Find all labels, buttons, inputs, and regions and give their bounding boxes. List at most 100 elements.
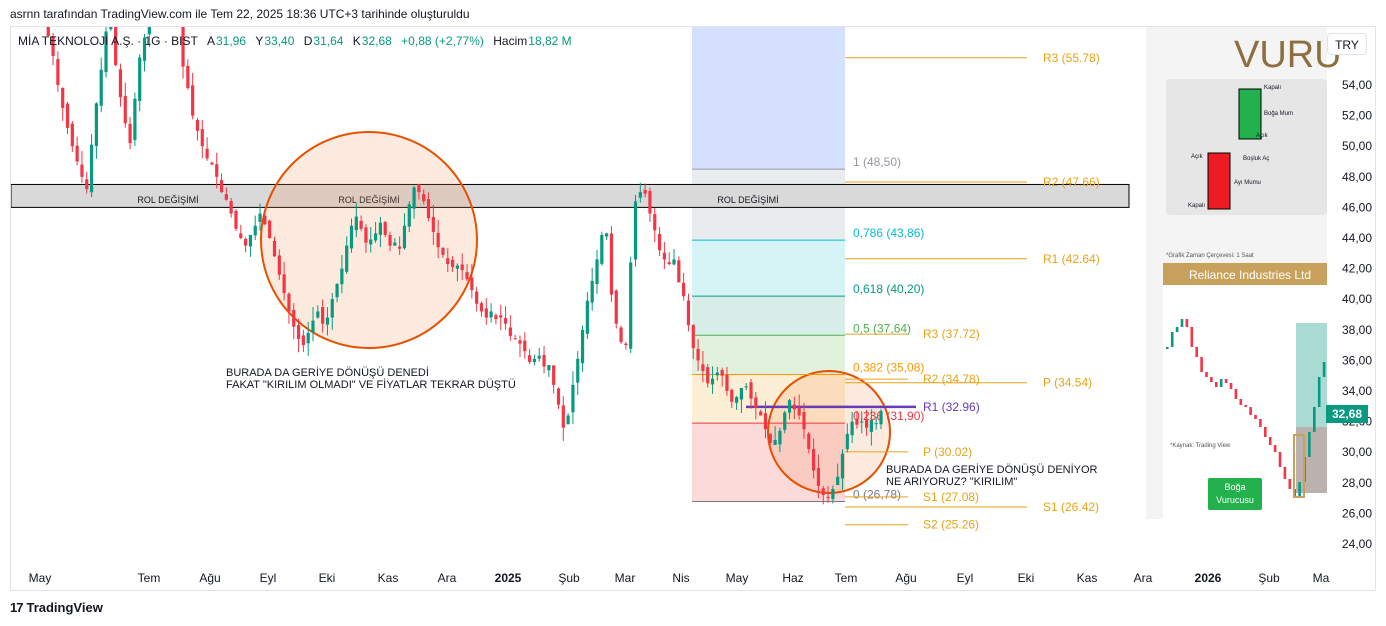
candle-body [686, 300, 691, 326]
candle-body [821, 488, 825, 496]
mini-candle [1175, 327, 1179, 332]
pivot-label: S2 (25.26) [923, 518, 979, 532]
currency-button[interactable]: TRY [1327, 33, 1367, 55]
mini-candle [1180, 319, 1184, 327]
candle-body [272, 240, 277, 257]
mini-candle [1264, 427, 1267, 437]
mini-chart-title: Reliance Industries Ltd [1189, 268, 1311, 282]
pivot-label: R3 (55.78) [1043, 51, 1100, 65]
pivot-label: R2 (47.66) [1043, 175, 1100, 189]
timeframe-note: *Grafik Zaman Çerçevesi: 1 Saat [1166, 253, 1254, 259]
candle-body [224, 194, 228, 200]
candle-body [532, 358, 537, 363]
x-tick-label: Ağu [895, 571, 916, 585]
candle-body [816, 468, 821, 486]
candle-body [138, 57, 142, 101]
candle-body [629, 262, 633, 349]
candle-body [46, 27, 50, 37]
candle-body [537, 355, 541, 359]
candle-body [200, 129, 204, 147]
x-tick-label: Tem [835, 571, 858, 585]
candle-diagram-label: Açık [1191, 154, 1204, 160]
candle-body [850, 421, 854, 436]
pivot-label: R1 (42.64) [1043, 252, 1100, 266]
mini-candle [1219, 379, 1223, 387]
candle-body [836, 476, 840, 486]
candle-body [388, 235, 392, 246]
candle-body [489, 311, 493, 318]
mini-candle [1229, 383, 1233, 389]
candle-diagram-label: Kapalı [1264, 85, 1281, 91]
tradingview-logo[interactable]: 17 TradingView [10, 600, 103, 615]
bull-hitter-line2: Vurucusu [1216, 495, 1254, 505]
x-tick-label: Eyl [957, 571, 974, 585]
candle-body [80, 164, 84, 177]
volume-label: Hacim [493, 34, 528, 48]
y-tick-label: 52,00 [1342, 109, 1372, 123]
mini-candle [1205, 372, 1208, 377]
candle-body [234, 210, 238, 229]
close-value: 32,68 [361, 34, 392, 48]
mini-highlight-box [1293, 434, 1305, 498]
candle-body [523, 340, 527, 352]
x-tick-label: May [29, 571, 52, 585]
candle-body [402, 225, 407, 249]
mini-candle [1322, 362, 1326, 377]
candle-body [133, 98, 137, 141]
candle-body [518, 340, 522, 344]
candle-body [561, 405, 565, 428]
candle-body [556, 388, 561, 405]
fib-label: 0,786 (43,86) [853, 226, 924, 240]
candle-body [229, 201, 233, 214]
chart-frame[interactable]: ROL DEĞİŞİMİ ROL DEĞİŞİMİ ROL DEĞİŞİMİ 1 (4… [10, 26, 1376, 591]
fib-label: 1 (48,50) [853, 155, 901, 169]
candle-body [749, 382, 753, 399]
candle-body [773, 439, 777, 445]
candle-body [547, 364, 551, 371]
candle-body [378, 222, 382, 235]
candle-body [860, 421, 864, 423]
candle-body [797, 407, 801, 416]
candle-body [330, 299, 334, 318]
mini-candle [1313, 407, 1316, 432]
low-value: 31,64 [313, 34, 344, 48]
x-tick-label: Eki [319, 571, 336, 585]
candle-body [191, 85, 195, 116]
x-tick-label: Eki [1018, 571, 1035, 585]
mini-candle [1273, 445, 1277, 452]
symbol-name[interactable]: MİA TEKNOLOJİ A.Ş. · 1G · BIST [18, 34, 198, 48]
candle-body [219, 180, 224, 193]
candle-body [181, 27, 185, 67]
candle-body [734, 397, 739, 403]
x-tick-label: Nis [672, 571, 689, 585]
candle-body [701, 364, 705, 372]
mini-candle [1166, 347, 1169, 349]
candle-body [99, 69, 103, 106]
candle-body [672, 259, 676, 265]
candle-body [855, 418, 859, 425]
mini-candle [1215, 382, 1218, 387]
candle-body [662, 252, 666, 260]
candle-body [369, 239, 373, 245]
y-tick-label: 36,00 [1342, 353, 1372, 367]
price-chart[interactable]: ROL DEĞİŞİMİ ROL DEĞİŞİMİ ROL DEĞİŞİMİ 1 (4… [11, 27, 1376, 591]
mini-candle [1308, 432, 1311, 457]
candle-body [51, 36, 55, 56]
high-label: Y [255, 34, 264, 48]
candle-body [244, 238, 248, 246]
x-tick-label: Ara [438, 571, 457, 585]
candle-body [354, 216, 358, 231]
candle-body [345, 245, 349, 272]
candle-body [710, 378, 715, 385]
candle-body [422, 194, 426, 202]
candle-body [499, 315, 503, 318]
candle-body [268, 220, 272, 238]
candle-body [359, 220, 363, 229]
candle-body [195, 119, 200, 131]
fib-band-top [692, 27, 845, 170]
candle-body [475, 291, 479, 304]
last-price-badge: 32,68 [1326, 405, 1368, 423]
candle-body [426, 199, 431, 219]
candle-body [667, 262, 671, 265]
symbol-legend: MİA TEKNOLOJİ A.Ş. · 1G · BIST A31,96 Y3… [18, 34, 572, 48]
